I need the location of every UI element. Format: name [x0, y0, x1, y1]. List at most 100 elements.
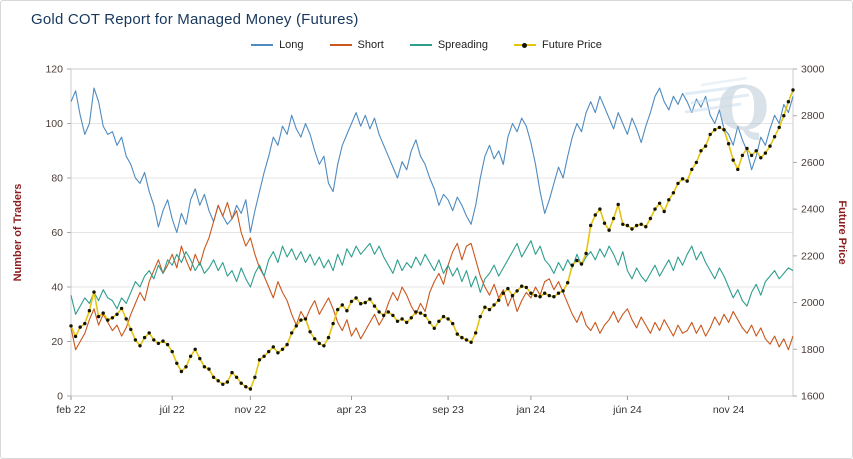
- series-marker-future-price: [418, 311, 423, 315]
- series-line-future-price: [70, 89, 794, 390]
- series-marker-future-price: [745, 146, 749, 151]
- series-marker-future-price: [634, 223, 639, 228]
- series-marker-future-price: [372, 304, 377, 308]
- legend-swatch-spreading-icon: [409, 44, 432, 46]
- series-marker-future-price: [786, 100, 791, 104]
- series-marker-future-price: [543, 291, 547, 295]
- series-marker-future-price: [487, 307, 492, 312]
- series-marker-future-price: [713, 128, 717, 132]
- series-marker-future-price: [667, 198, 671, 202]
- series-marker-future-price: [556, 291, 561, 295]
- series-marker-future-price: [708, 132, 712, 137]
- y-left-tick-label: 60: [51, 227, 63, 239]
- series-marker-future-price: [690, 167, 694, 172]
- series-marker-future-price: [175, 361, 179, 365]
- series-marker-future-price: [308, 330, 312, 334]
- series-marker-future-price: [83, 321, 87, 326]
- series-marker-future-price: [694, 160, 699, 165]
- series-marker-future-price: [262, 354, 266, 358]
- series-marker-future-price: [142, 335, 147, 340]
- series-marker-future-price: [230, 370, 234, 375]
- series-marker-future-price: [644, 225, 648, 229]
- series-marker-future-price: [78, 325, 82, 329]
- series-marker-future-price: [161, 339, 165, 343]
- series-marker-future-price: [510, 293, 515, 298]
- series-marker-future-price: [671, 191, 676, 195]
- y-left-axis-title: Number of Traders: [12, 184, 24, 282]
- watermark-q-logo: Q: [717, 74, 769, 144]
- series-marker-future-price: [483, 305, 487, 309]
- y-right-tick-label: 3000: [801, 64, 825, 76]
- legend-label-short: Short: [357, 39, 384, 51]
- series-marker-future-price: [680, 177, 685, 181]
- y-left-tick-label: 40: [51, 282, 63, 294]
- series-marker-future-price: [211, 375, 216, 379]
- y-right-tick-label: 2800: [801, 110, 825, 122]
- series-marker-future-price: [575, 258, 579, 263]
- series-marker-future-price: [101, 311, 105, 315]
- series-marker-future-price: [400, 317, 404, 321]
- y-right-tick-label: 2000: [801, 297, 825, 309]
- series-marker-future-price: [405, 320, 409, 325]
- series-marker-future-price: [359, 302, 363, 306]
- series-marker-future-price: [469, 340, 473, 344]
- series-marker-future-price: [253, 375, 257, 379]
- x-tick-label: nov 22: [235, 404, 267, 416]
- series-marker-future-price: [497, 298, 501, 302]
- series-marker-future-price: [276, 351, 280, 355]
- series-marker-future-price: [598, 207, 602, 211]
- y-right-tick-label: 1800: [801, 344, 825, 356]
- series-marker-future-price: [294, 324, 298, 328]
- series-marker-future-price: [501, 291, 505, 295]
- series-marker-future-price: [285, 342, 289, 347]
- series-marker-future-price: [244, 385, 248, 389]
- series-marker-future-price: [520, 284, 524, 288]
- y-right-tick-label: 2400: [801, 204, 825, 216]
- x-tick-label: nov 24: [713, 404, 745, 416]
- series-marker-future-price: [184, 365, 188, 369]
- series-marker-future-price: [451, 321, 455, 326]
- series-marker-future-price: [547, 293, 551, 298]
- series-marker-future-price: [303, 317, 308, 321]
- series-marker-future-price: [336, 307, 340, 312]
- series-marker-future-price: [248, 387, 253, 391]
- series-marker-future-price: [391, 313, 395, 318]
- series-marker-future-price: [106, 318, 110, 322]
- legend-swatch-future-price-icon: [514, 42, 536, 48]
- series-marker-future-price: [717, 125, 722, 130]
- series-marker-future-price: [432, 326, 436, 330]
- series-marker-future-price: [110, 316, 115, 320]
- series-marker-future-price: [92, 290, 96, 294]
- series-marker-future-price: [313, 337, 317, 341]
- series-marker-future-price: [492, 303, 496, 307]
- series-marker-future-price: [593, 213, 597, 217]
- series-marker-future-price: [749, 153, 754, 158]
- watermark: Q: [684, 74, 769, 144]
- y-left-tick-label: 20: [51, 336, 63, 348]
- series-marker-future-price: [193, 347, 197, 351]
- series-marker-future-price: [216, 379, 220, 383]
- series-marker-future-price: [538, 295, 542, 299]
- y-right-tick-label: 2200: [801, 250, 825, 262]
- series-line-long: [70, 87, 794, 234]
- series-marker-future-price: [584, 251, 588, 256]
- series-marker-future-price: [515, 289, 519, 293]
- series-marker-future-price: [630, 227, 634, 231]
- series-marker-future-price: [524, 285, 528, 290]
- series-marker-future-price: [271, 345, 275, 349]
- y-right-tick-label: 1600: [801, 391, 825, 403]
- series-marker-future-price: [703, 144, 708, 148]
- series-marker-future-price: [280, 347, 285, 351]
- series-marker-future-price: [409, 316, 413, 320]
- legend-label-long: Long: [279, 39, 304, 51]
- series-marker-future-price: [290, 331, 294, 335]
- series-marker-future-price: [202, 365, 207, 369]
- series-marker-future-price: [657, 201, 662, 205]
- series-marker-future-price: [395, 319, 400, 323]
- series-marker-future-price: [377, 310, 381, 314]
- y-right-tick-label: 2600: [801, 157, 825, 169]
- series-marker-future-price: [676, 181, 680, 186]
- series-marker-future-price: [87, 309, 92, 313]
- series-marker-future-price: [759, 156, 763, 160]
